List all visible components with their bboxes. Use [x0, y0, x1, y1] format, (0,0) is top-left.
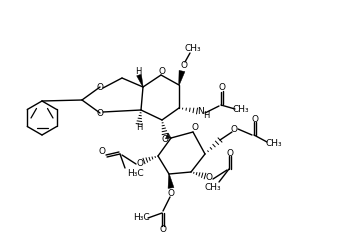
Text: N: N — [198, 107, 205, 117]
Text: H: H — [203, 110, 209, 120]
Text: O: O — [161, 135, 169, 144]
Polygon shape — [179, 70, 185, 85]
Text: O: O — [158, 66, 166, 76]
Text: O: O — [96, 108, 104, 118]
Text: O: O — [159, 226, 167, 234]
Text: O: O — [168, 188, 174, 198]
Text: O: O — [98, 147, 105, 157]
Text: H₃C: H₃C — [127, 169, 144, 179]
Text: O: O — [206, 173, 212, 183]
Text: O: O — [219, 83, 225, 92]
Text: H: H — [135, 66, 141, 76]
Polygon shape — [168, 174, 174, 188]
Text: O: O — [192, 124, 198, 132]
Text: H: H — [136, 124, 142, 132]
Text: O: O — [96, 82, 104, 91]
Text: O: O — [226, 148, 234, 158]
Text: O: O — [251, 115, 259, 124]
Text: CH₃: CH₃ — [205, 183, 221, 191]
Text: O: O — [181, 62, 187, 70]
Text: O: O — [136, 159, 144, 167]
Text: CH₃: CH₃ — [266, 140, 282, 148]
Polygon shape — [136, 74, 143, 87]
Text: CH₃: CH₃ — [233, 105, 249, 115]
Text: O: O — [231, 125, 237, 135]
Text: CH₃: CH₃ — [185, 44, 201, 54]
Text: H₃C: H₃C — [133, 213, 149, 223]
